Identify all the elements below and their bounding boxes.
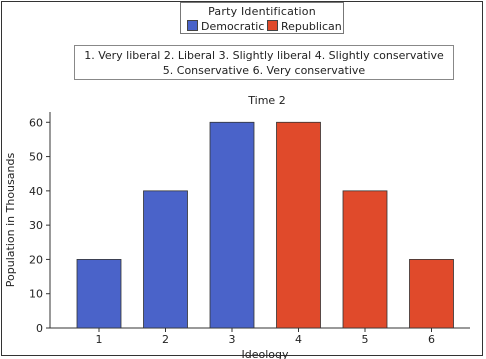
legend-title: Party Identification [208, 5, 316, 18]
ideology-key-line-2: 5. Conservative 6. Very conservative [162, 64, 366, 77]
bar [209, 121, 255, 329]
legend-swatch-republican [267, 20, 278, 31]
legend-label-democratic: Democratic [201, 20, 265, 33]
x-tick-label: 2 [162, 333, 169, 346]
bar [143, 190, 188, 329]
x-tick-label: 3 [229, 333, 236, 346]
ideology-key: 1. Very liberal 2. Liberal 3. Slightly l… [74, 45, 454, 80]
legend-swatch-democratic [187, 20, 198, 31]
x-tick-label: 4 [295, 333, 302, 346]
legend-item-republican: Republican [267, 20, 342, 33]
x-tick-label: 6 [428, 333, 435, 346]
legend-item-democratic: Democratic [187, 20, 264, 33]
chart-title: Time 2 [247, 94, 285, 107]
x-tick-label: 5 [362, 333, 369, 346]
ideology-key-line-1: 1. Very liberal 2. Liberal 3. Slightly l… [84, 49, 444, 62]
y-tick-label: 50 [29, 151, 43, 164]
bar [342, 190, 388, 329]
bar [76, 259, 122, 329]
y-tick-label: 20 [29, 253, 43, 266]
x-tick-label: 1 [96, 333, 103, 346]
y-tick-label: 60 [29, 116, 43, 129]
legend-label-republican: Republican [281, 20, 342, 33]
y-tick-label: 30 [29, 219, 43, 232]
bar [276, 121, 321, 329]
x-axis-title: Ideology [241, 348, 288, 359]
y-tick-label: 40 [29, 185, 43, 198]
bar [409, 259, 454, 329]
y-tick-label: 10 [29, 288, 43, 301]
y-axis-title: Population in Thousands [4, 153, 17, 288]
plot-area: 0 10 20 30 40 50 60 1 2 3 4 5 6 [29, 112, 470, 346]
legend: Party Identification Democratic Republic… [180, 2, 344, 34]
y-tick-label: 0 [36, 322, 43, 335]
